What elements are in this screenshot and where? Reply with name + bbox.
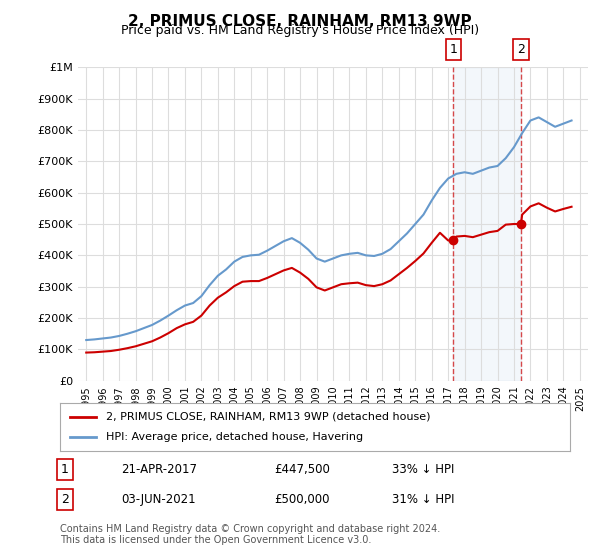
Text: 31% ↓ HPI: 31% ↓ HPI: [392, 493, 454, 506]
Text: 1: 1: [61, 463, 69, 476]
Text: 33% ↓ HPI: 33% ↓ HPI: [392, 463, 454, 476]
Text: £500,000: £500,000: [274, 493, 330, 506]
Text: £447,500: £447,500: [274, 463, 330, 476]
Text: 2, PRIMUS CLOSE, RAINHAM, RM13 9WP (detached house): 2, PRIMUS CLOSE, RAINHAM, RM13 9WP (deta…: [106, 412, 430, 422]
Text: Contains HM Land Registry data © Crown copyright and database right 2024.
This d: Contains HM Land Registry data © Crown c…: [60, 524, 440, 545]
Text: 03-JUN-2021: 03-JUN-2021: [121, 493, 196, 506]
Text: 1: 1: [449, 43, 457, 56]
Text: HPI: Average price, detached house, Havering: HPI: Average price, detached house, Have…: [106, 432, 363, 442]
Text: 2, PRIMUS CLOSE, RAINHAM, RM13 9WP: 2, PRIMUS CLOSE, RAINHAM, RM13 9WP: [128, 14, 472, 29]
Text: 2: 2: [517, 43, 525, 56]
Bar: [453, 67, 521, 381]
Text: Price paid vs. HM Land Registry's House Price Index (HPI): Price paid vs. HM Land Registry's House …: [121, 24, 479, 36]
Text: 21-APR-2017: 21-APR-2017: [121, 463, 197, 476]
Text: 2: 2: [61, 493, 69, 506]
